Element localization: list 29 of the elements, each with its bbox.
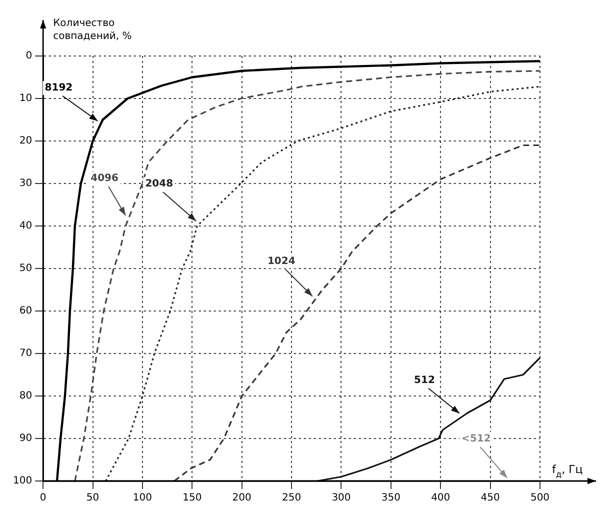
y-tick-label: 90 [19,433,32,444]
x-tick-label: 350 [381,492,400,504]
x-tick-label: 500 [530,492,550,504]
y-tick-label: 100 [12,476,32,487]
text: 2048 [145,178,174,190]
y-axis-title: Количество совпадений, % [53,18,132,42]
text: <512 [462,434,491,445]
x-tick-label: 50 [86,492,100,504]
x-tick-label: 300 [332,492,351,504]
text: 8192 [44,82,73,94]
y-tick-label: 20 [19,136,32,147]
y-tick-label: 50 [19,263,32,274]
x-tick-label: 100 [132,492,152,504]
y-tick-label: 30 [19,178,32,190]
y-tick-label: 60 [19,306,32,317]
x-tick-label: 150 [182,492,202,504]
y-tick-label: 10 [19,93,32,104]
x-tick-label: 400 [431,492,450,504]
y-tick-label: 70 [19,348,32,360]
y-tick-label: 0 [26,50,32,62]
x-tick-label: 200 [232,492,252,504]
x-tick-label: 0 [40,492,46,504]
text: 1024 [267,256,296,267]
x-tick-label: 250 [282,492,302,504]
text: 512 [414,374,435,386]
y-tick-label: 80 [19,390,32,402]
text: 4096 [90,173,119,184]
x-tick-label: 450 [480,492,500,504]
y-tick-label: 40 [19,220,32,232]
